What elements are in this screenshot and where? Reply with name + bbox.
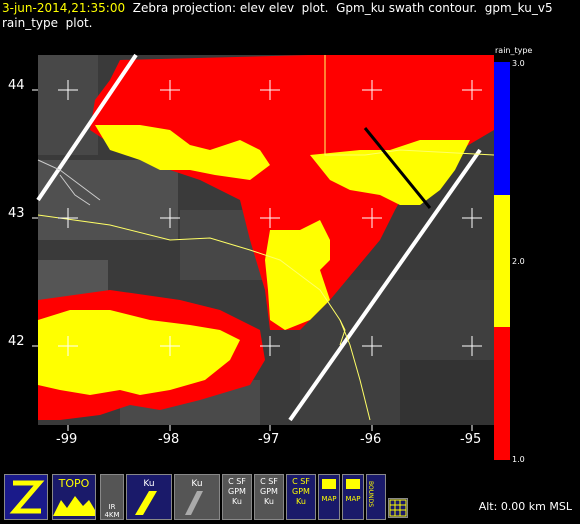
colorbar-segment-1	[494, 327, 510, 460]
zebra-logo-button[interactable]	[4, 474, 48, 520]
grid-icon	[389, 499, 407, 517]
satellite-swath-icon	[135, 491, 157, 515]
satellite-swath-icon-2	[185, 491, 203, 515]
colorbar-segment-3	[494, 62, 510, 195]
y-tick-label-42: 42	[8, 334, 25, 349]
x-tick-label-97: -97	[258, 432, 280, 447]
swath-edges	[36, 53, 482, 422]
rain-convective-regions	[38, 125, 470, 395]
county-map-label: MAP	[345, 495, 361, 503]
ir-4km-button[interactable]: IR 4KM	[100, 474, 124, 520]
c-sf-gpm-ku-button-1[interactable]: C SF GPM Ku	[222, 474, 252, 520]
colorbar-label-3: 3.0	[512, 59, 525, 68]
us-map-button[interactable]: MAP	[318, 474, 340, 520]
topo-button-label: TOPO	[58, 477, 90, 490]
gpm-ku-button-2[interactable]: Ku	[174, 474, 220, 520]
colorbar-segment-2	[494, 195, 510, 327]
c-sf-gpm-ku-label-3: C SF GPM Ku	[292, 477, 310, 506]
gpm-ku-button-1[interactable]: Ku	[126, 474, 172, 520]
topo-button[interactable]: TOPO	[52, 474, 96, 520]
rivers	[37, 159, 101, 206]
y-tick-label-43: 43	[8, 206, 25, 221]
gpm-ku-label-1: Ku	[143, 479, 155, 489]
cross-section-line	[363, 127, 432, 209]
c-sf-gpm-ku-label-2: C SF GPM Ku	[260, 477, 278, 506]
gpm-ku-label-2: Ku	[191, 479, 203, 489]
plot-title-line2: rain_type plot.	[2, 16, 93, 30]
county-map-icon	[346, 479, 360, 489]
c-sf-gpm-ku-label-1: C SF GPM Ku	[228, 477, 246, 506]
x-tick-label-95: -95	[460, 432, 482, 447]
us-map-label: MAP	[321, 495, 337, 503]
y-tick-label-44: 44	[8, 78, 25, 93]
x-tick-label-96: -96	[360, 432, 382, 447]
state-boundaries	[37, 55, 495, 421]
topo-mountain-icon	[53, 496, 95, 516]
colorbar-label-2: 2.0	[512, 257, 525, 266]
county-map-button[interactable]: MAP	[342, 474, 364, 520]
zebra-z-icon	[9, 480, 45, 514]
plot-title-line1: Zebra projection: elev elev plot. Gpm_ku…	[125, 1, 553, 15]
us-map-icon	[322, 479, 336, 489]
x-tick-label-98: -98	[158, 432, 180, 447]
x-tick-label-99: -99	[56, 432, 78, 447]
c-sf-gpm-ku-button-3[interactable]: C SF GPM Ku	[286, 474, 316, 520]
grid-button[interactable]	[388, 498, 408, 518]
grid-crosses	[58, 80, 482, 356]
bounds-label: BOUNDS	[367, 481, 374, 508]
axis-ticks	[32, 89, 473, 431]
colorbar-label-1: 1.0	[512, 455, 525, 464]
plot-timestamp: 3-jun-2014,21:35:00	[2, 1, 126, 15]
plot-title: 3-jun-2014,21:35:00 Zebra projection: el…	[2, 1, 562, 31]
colorbar-title: rain_type	[495, 46, 533, 55]
ir-4km-label: IR 4KM	[104, 503, 120, 519]
colorbar	[494, 62, 510, 460]
c-sf-gpm-ku-button-2[interactable]: C SF GPM Ku	[254, 474, 284, 520]
bounds-button[interactable]: BOUNDS	[366, 474, 386, 520]
altitude-readout: Alt: 0.00 km MSL	[478, 500, 572, 513]
